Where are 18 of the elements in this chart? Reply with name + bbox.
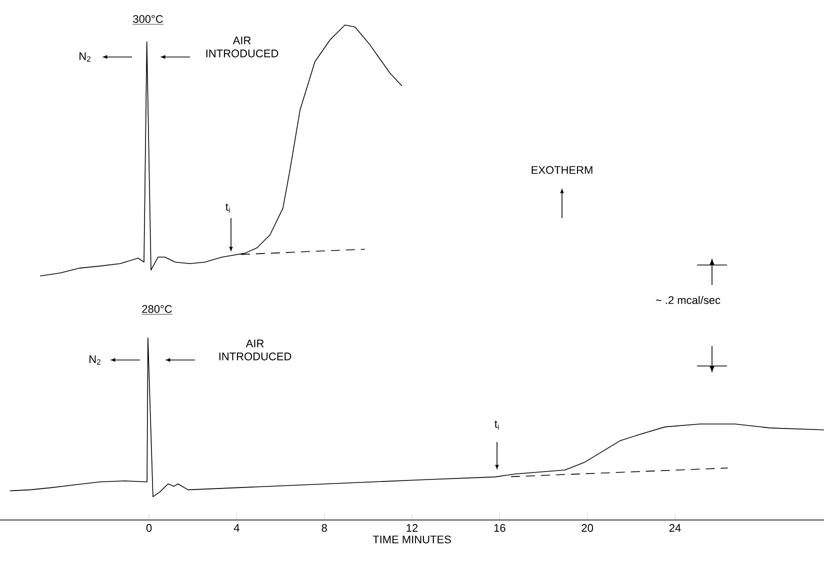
text: 300°C <box>133 15 163 23</box>
annotation: 280°C <box>142 305 172 313</box>
annotation: ~ .2 mcal/sec <box>656 296 720 304</box>
annotation: t$_{i}$ <box>494 420 499 430</box>
x-tick-label: 8 <box>322 524 327 532</box>
annotation: EXOTHERM <box>532 166 592 174</box>
x-axis-title: TIME MINUTES <box>372 536 451 544</box>
x-tick-label: 4 <box>234 524 240 532</box>
x-tick-label: 24 <box>669 524 681 532</box>
annotation: N$_{2}$ <box>90 355 100 365</box>
x-tick-label: 20 <box>582 524 594 532</box>
annotation: AIR INTRODUCED <box>219 340 292 360</box>
annotation: t$_{i}$ <box>226 204 230 212</box>
x-tick-label: 16 <box>494 524 506 532</box>
x-tick-label: 12 <box>406 524 418 532</box>
x-tick-label: 0 <box>146 524 152 532</box>
annotation: N$_{2}$ <box>80 52 90 62</box>
annotation: AIR INTRODUCED <box>206 36 278 58</box>
